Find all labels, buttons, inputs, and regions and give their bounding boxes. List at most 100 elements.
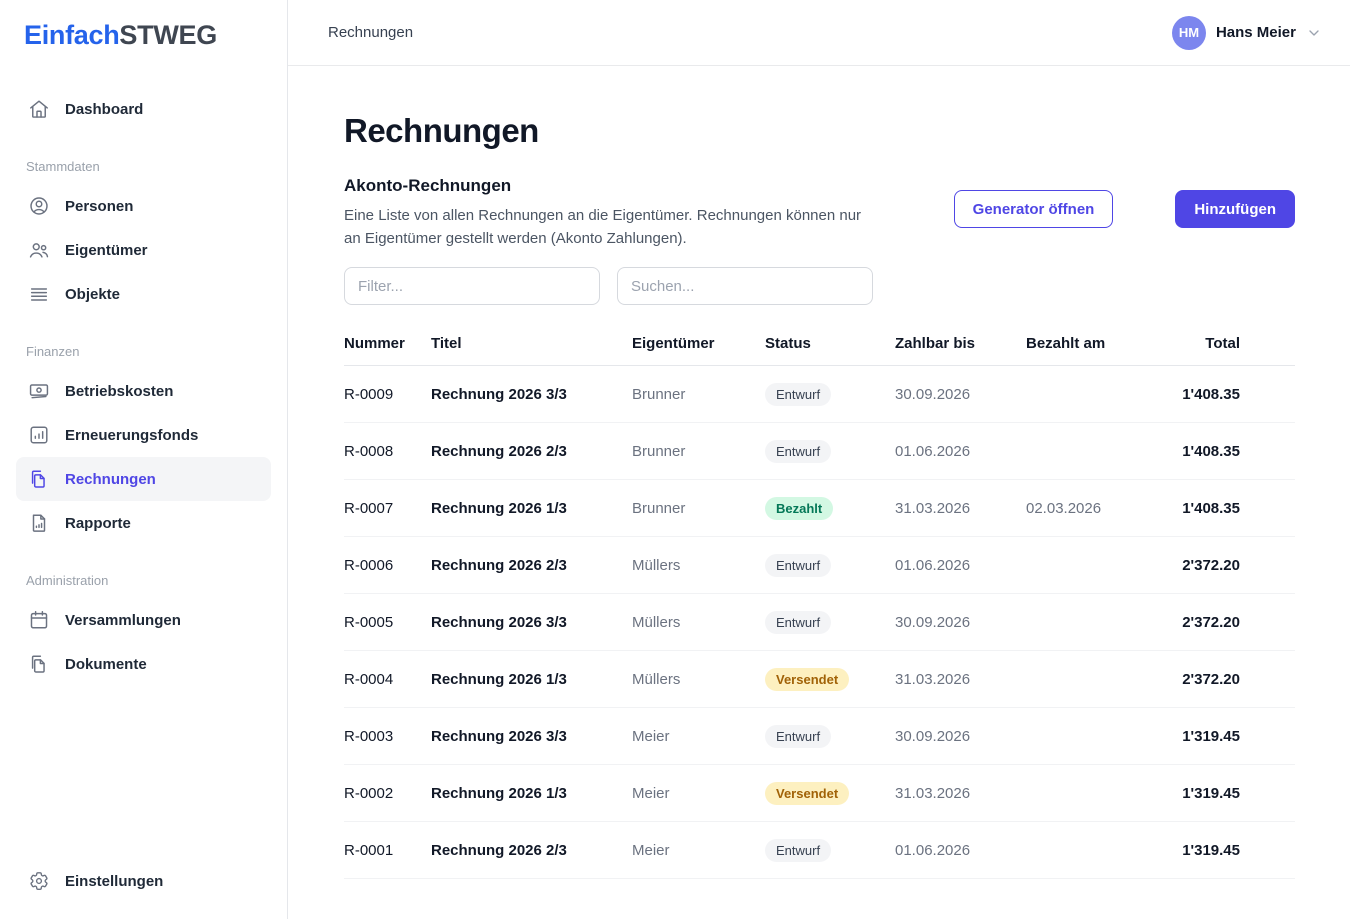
sidebar-item-label: Rapporte <box>65 514 131 532</box>
section-header: Akonto-Rechnungen Eine Liste von allen R… <box>344 176 1295 250</box>
sidebar-item-label: Personen <box>65 197 134 215</box>
sidebar-item-personen[interactable]: Personen <box>16 184 271 228</box>
table-row[interactable]: R-0008 Rechnung 2026 2/3 Brunner Entwurf… <box>344 423 1295 480</box>
column-header: Eigentümer <box>632 335 715 352</box>
search-input[interactable] <box>617 267 873 305</box>
user-menu[interactable]: HM Hans Meier <box>1171 15 1322 50</box>
sidebar-item-label: Objekte <box>65 285 121 303</box>
sidebar-item-rapporte[interactable]: Rapporte <box>16 501 271 545</box>
chevron-right-icon[interactable] <box>1274 501 1289 516</box>
column-header: Titel <box>431 335 462 352</box>
cell-nummer: R-0008 <box>344 442 394 460</box>
column-header: Status <box>765 335 811 352</box>
user-circle-icon <box>28 195 50 217</box>
filter-input[interactable] <box>344 267 600 305</box>
cell-total: 1'408.35 <box>1182 442 1240 460</box>
chevron-right-icon[interactable] <box>1274 444 1289 459</box>
status-badge: Bezahlt <box>765 496 834 520</box>
chevron-right-icon[interactable] <box>1274 558 1289 573</box>
chevron-right-icon[interactable] <box>1274 672 1289 687</box>
cell-zahlbar-bis: 01.06.2026 <box>895 556 971 574</box>
cell-status: Entwurf <box>765 610 895 634</box>
sidebar-item-betriebskosten[interactable]: Betriebskosten <box>16 369 271 413</box>
cell-total: 1'319.45 <box>1182 784 1240 802</box>
table-row[interactable]: R-0009 Rechnung 2026 3/3 Brunner Entwurf… <box>344 366 1295 423</box>
sidebar-item-dashboard[interactable]: Dashboard <box>16 87 271 131</box>
table-row[interactable]: R-0003 Rechnung 2026 3/3 Meier Entwurf 3… <box>344 708 1295 765</box>
cell-zahlbar-bis: 31.03.2026 <box>895 784 971 802</box>
column-header: Zahlbar bis <box>895 335 976 352</box>
table-row[interactable]: R-0006 Rechnung 2026 2/3 Müllers Entwurf… <box>344 537 1295 594</box>
cell-zahlbar-bis: 30.09.2026 <box>895 613 971 631</box>
table-row[interactable]: R-0005 Rechnung 2026 3/3 Müllers Entwurf… <box>344 594 1295 651</box>
list-icon <box>28 283 50 305</box>
topbar: Rechnungen HM Hans Meier <box>288 0 1350 66</box>
chevron-right-icon[interactable] <box>1274 786 1289 801</box>
sidebar-item-label: Betriebskosten <box>65 382 174 400</box>
sidebar-item-erneuerungsfonds[interactable]: Erneuerungsfonds <box>16 413 271 457</box>
cell-total: 1'319.45 <box>1182 841 1240 859</box>
status-badge: Entwurf <box>765 724 832 748</box>
status-badge: Entwurf <box>765 382 832 406</box>
logo-text-secondary: STWEG <box>119 20 217 50</box>
chevron-right-icon[interactable] <box>1274 843 1289 858</box>
table-row[interactable]: R-0002 Rechnung 2026 1/3 Meier Versendet… <box>344 765 1295 822</box>
sidebar-section: Finanzen Betriebskosten Erneuerungsfonds… <box>16 344 271 545</box>
chevron-right-icon[interactable] <box>1274 387 1289 402</box>
sidebar-item-objekte[interactable]: Objekte <box>16 272 271 316</box>
status-badge: Versendet <box>765 667 850 691</box>
chevron-right-icon[interactable] <box>1274 729 1289 744</box>
banknote-icon <box>28 380 50 402</box>
sidebar-item-label: Dashboard <box>65 100 144 118</box>
sidebar-item-eigentuemer[interactable]: Eigentümer <box>16 228 271 272</box>
sidebar-item-label: Dokumente <box>65 655 147 673</box>
sidebar-item-label: Einstellungen <box>65 872 164 890</box>
cell-eigentuemer: Müllers <box>632 670 681 688</box>
table-row[interactable]: R-0001 Rechnung 2026 2/3 Meier Entwurf 0… <box>344 822 1295 879</box>
cell-titel: Rechnung 2026 1/3 <box>431 670 567 688</box>
cell-bezahlt-am: 02.03.2026 <box>1026 499 1102 517</box>
sidebar-item-dokumente[interactable]: Dokumente <box>16 642 271 686</box>
cell-total: 2'372.20 <box>1182 556 1240 574</box>
cell-eigentuemer: Brunner <box>632 385 686 403</box>
cell-eigentuemer: Brunner <box>632 442 686 460</box>
page-title: Rechnungen <box>344 112 539 149</box>
add-button[interactable]: Hinzufügen <box>1175 190 1295 228</box>
table-row[interactable]: R-0007 Rechnung 2026 1/3 Brunner Bezahlt… <box>344 480 1295 537</box>
sidebar-section-label: Stammdaten <box>26 159 100 174</box>
sidebar-item-einstellungen[interactable]: Einstellungen <box>16 859 271 903</box>
table-row[interactable]: R-0004 Rechnung 2026 1/3 Müllers Versend… <box>344 651 1295 708</box>
logo-text-primary: Einfach <box>24 20 120 50</box>
calendar-icon <box>28 609 50 631</box>
sidebar: EinfachSTWEG Dashboard Stammdaten Person… <box>0 0 288 919</box>
section-title: Akonto-Rechnungen <box>344 176 512 195</box>
home-icon <box>28 98 50 120</box>
cell-titel: Rechnung 2026 1/3 <box>431 784 567 802</box>
cell-status: Versendet <box>765 781 895 805</box>
sidebar-footer: Einstellungen <box>0 859 287 919</box>
chevron-right-icon[interactable] <box>1274 615 1289 630</box>
cell-status: Entwurf <box>765 439 895 463</box>
cell-nummer: R-0007 <box>344 499 394 517</box>
cell-nummer: R-0002 <box>344 784 394 802</box>
status-badge: Entwurf <box>765 553 832 577</box>
cell-nummer: R-0003 <box>344 727 394 745</box>
cell-titel: Rechnung 2026 3/3 <box>431 385 567 403</box>
cell-titel: Rechnung 2026 3/3 <box>431 727 567 745</box>
cell-total: 2'372.20 <box>1182 670 1240 688</box>
cell-eigentuemer: Meier <box>632 841 670 859</box>
table-body: R-0009 Rechnung 2026 3/3 Brunner Entwurf… <box>344 366 1295 879</box>
cell-status: Bezahlt <box>765 496 895 520</box>
cell-status: Entwurf <box>765 838 895 862</box>
cell-eigentuemer: Brunner <box>632 499 686 517</box>
sidebar-item-versammlungen[interactable]: Versammlungen <box>16 598 271 642</box>
generator-open-button[interactable]: Generator öffnen <box>953 190 1114 228</box>
chevron-down-icon <box>1306 25 1322 41</box>
sidebar-item-rechnungen[interactable]: Rechnungen <box>16 457 271 501</box>
table-header: Nummer Titel Eigentümer Status Zahlbar bis Be… <box>344 335 1295 366</box>
column-header: Total <box>1205 335 1240 352</box>
cell-status: Entwurf <box>765 553 895 577</box>
cell-nummer: R-0006 <box>344 556 394 574</box>
user-name: Hans Meier <box>1215 24 1296 41</box>
cell-titel: Rechnung 2026 2/3 <box>431 841 567 859</box>
